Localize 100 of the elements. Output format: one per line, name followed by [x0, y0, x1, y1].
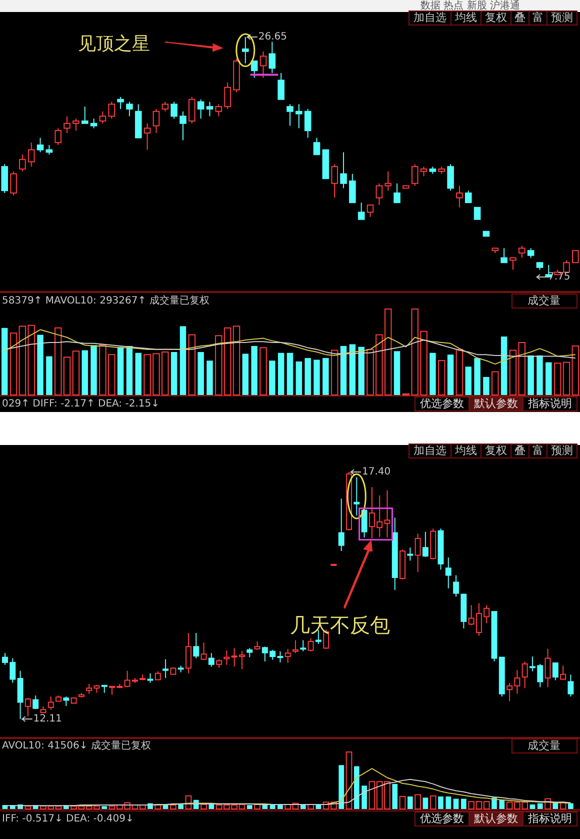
candlestick [384, 170, 392, 192]
text: 优选参数 [420, 397, 464, 410]
candlestick [48, 696, 54, 710]
text: 029↑ DIFF: -2.17↑ DEA: -2.15↓ [2, 398, 160, 410]
candlestick [407, 547, 414, 562]
candlestick [284, 648, 291, 664]
bar [453, 798, 459, 809]
bar [349, 344, 356, 395]
candlestick [354, 476, 360, 516]
text: 加自选 [414, 11, 446, 24]
text: 富 [532, 11, 544, 24]
candlestick [28, 142, 35, 168]
candlestick [144, 122, 151, 150]
y-axis-title: 成交量 [528, 739, 560, 752]
candlestick [188, 96, 196, 124]
candlestick [366, 204, 374, 218]
bar [269, 360, 276, 395]
candlestick [242, 36, 249, 64]
bar [392, 784, 398, 809]
bar [117, 346, 124, 395]
candlestick [453, 574, 460, 598]
candlestick [527, 248, 534, 258]
chart-title: AVOL10: 41506↓ 成交量已复权 [2, 740, 151, 752]
bar [246, 805, 252, 809]
candlestick [313, 137, 320, 156]
bar [407, 796, 413, 809]
bar [198, 352, 204, 395]
annotation: 12.11 [33, 714, 62, 725]
candlestick [474, 206, 481, 220]
text: 预测 [551, 11, 573, 24]
candlestick [64, 116, 70, 134]
candlestick [464, 190, 472, 204]
bar [422, 798, 428, 809]
candlestick [361, 508, 368, 538]
bar [354, 766, 360, 809]
candlestick [54, 128, 62, 146]
text: IFF: -0.517↓ DEA: -0.409↓ [2, 814, 134, 825]
candlestick [208, 652, 214, 668]
candlestick [10, 170, 17, 196]
candlestick [197, 98, 204, 120]
candlestick [278, 72, 284, 100]
candlestick [268, 41, 276, 74]
bar [438, 796, 444, 809]
candlestick [376, 182, 383, 206]
candlestick [162, 101, 169, 112]
candlestick [126, 101, 133, 117]
candlestick [422, 531, 428, 558]
bar [251, 346, 258, 395]
bar [483, 376, 490, 395]
bar [394, 351, 400, 395]
candlestick [117, 96, 124, 110]
bar [300, 805, 306, 809]
candlestick [24, 698, 31, 717]
candlestick [358, 202, 365, 220]
annotation: 7.75 [548, 272, 570, 283]
bar [500, 336, 508, 395]
bar [399, 796, 406, 810]
bar [63, 356, 71, 396]
candlestick [447, 164, 454, 192]
candlestick [456, 185, 463, 208]
candlestick [170, 101, 178, 120]
candlestick [568, 674, 574, 698]
candlestick [411, 164, 418, 186]
text: 默认参数 [473, 812, 518, 826]
candlestick [308, 638, 314, 652]
candlestick [32, 695, 39, 710]
candlestick [296, 104, 302, 129]
candlestick [224, 82, 231, 110]
candlestick [19, 154, 26, 172]
candlestick [72, 118, 80, 132]
text: 优选参数 [420, 812, 464, 826]
candlestick [162, 658, 169, 678]
text: 均线 [454, 11, 477, 24]
bar [102, 806, 108, 809]
candlestick [86, 683, 92, 694]
candlestick [394, 182, 400, 204]
bar [430, 795, 436, 810]
bar [474, 358, 480, 395]
candlestick [185, 632, 192, 674]
bar [322, 358, 329, 395]
bar [304, 358, 311, 395]
bar [414, 794, 421, 810]
annotation: 几天不反包 [290, 613, 390, 638]
bar [10, 332, 18, 396]
candlestick [99, 110, 106, 124]
candlestick [286, 104, 294, 126]
candlestick [108, 101, 116, 120]
text: 指标说明 [527, 812, 572, 826]
bar [492, 371, 499, 396]
candlestick [560, 665, 566, 680]
y-axis-title: 成交量 [528, 294, 560, 308]
text: 加自选 [414, 444, 446, 458]
candlestick [340, 152, 347, 189]
bar [338, 765, 344, 809]
bar [465, 366, 472, 395]
bar [346, 752, 352, 810]
bar [461, 798, 466, 809]
candlestick [180, 110, 186, 141]
text: 叠 [514, 11, 526, 24]
candlestick [17, 670, 24, 720]
